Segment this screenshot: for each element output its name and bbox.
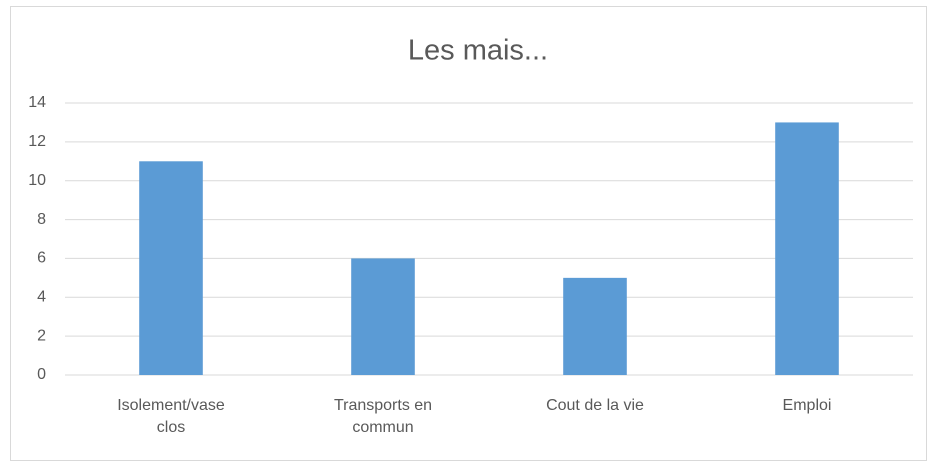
x-tick-label: Emploi xyxy=(782,397,832,414)
x-tick-label-box: Transports en commun xyxy=(333,397,433,436)
y-tick-label: 4 xyxy=(37,289,46,306)
chart-title: Les mais... xyxy=(408,35,548,67)
y-tick-label: 12 xyxy=(28,133,46,150)
x-tick-label-box: Emploi xyxy=(782,397,832,414)
bar xyxy=(563,277,627,375)
x-tick-label-box: Isolement/vase clos xyxy=(117,397,225,436)
y-tick-label: 8 xyxy=(37,211,46,228)
y-tick-label: 6 xyxy=(37,250,46,267)
bar xyxy=(139,161,203,375)
y-tick-label: 10 xyxy=(28,172,46,189)
bar xyxy=(351,258,415,375)
x-tick-label-box: Cout de la vie xyxy=(546,397,644,414)
x-tick-label: Isolement/vase clos xyxy=(117,397,225,436)
y-tick-label: 14 xyxy=(28,94,46,111)
y-tick-label: 0 xyxy=(37,366,46,383)
y-tick-label: 2 xyxy=(37,327,46,344)
x-tick-label: Transports en commun xyxy=(333,397,433,436)
bar xyxy=(775,122,839,375)
x-tick-label: Cout de la vie xyxy=(546,397,644,414)
